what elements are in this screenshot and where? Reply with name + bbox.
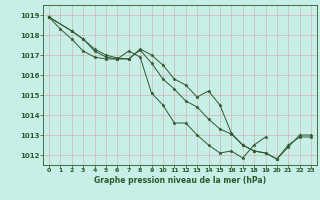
X-axis label: Graphe pression niveau de la mer (hPa): Graphe pression niveau de la mer (hPa) [94, 176, 266, 185]
